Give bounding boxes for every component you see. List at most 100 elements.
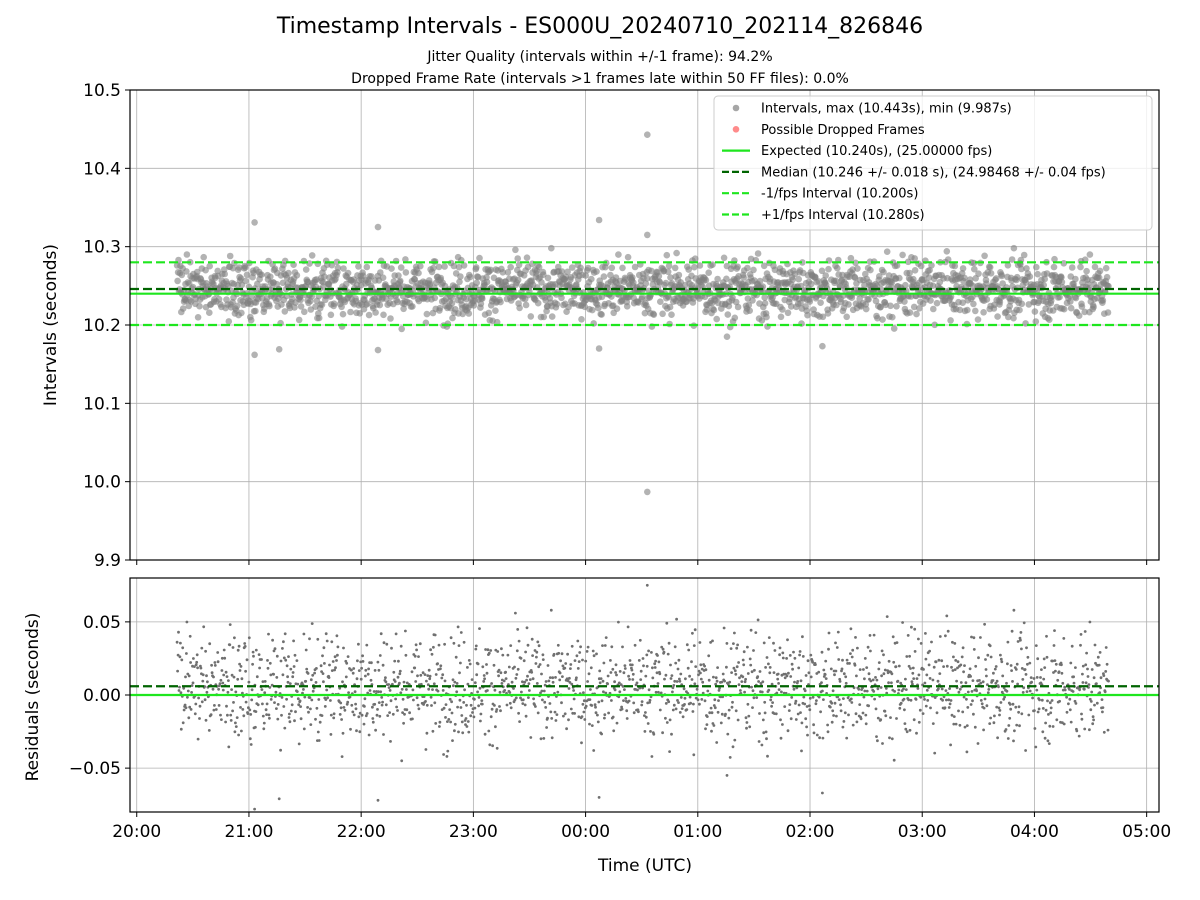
residual-point [941, 698, 944, 702]
residual-point [466, 666, 469, 669]
interval-point [944, 256, 952, 263]
residual-point [738, 676, 741, 680]
residual-point [497, 674, 500, 678]
interval-point [548, 244, 555, 252]
residual-point [515, 673, 519, 676]
residual-point [569, 663, 573, 666]
residual-point [299, 705, 302, 708]
residual-point [187, 716, 191, 720]
residual-point [970, 635, 973, 639]
residual-point [597, 796, 601, 799]
residual-point [871, 678, 875, 682]
residual-point [478, 627, 481, 630]
interval-point [593, 268, 600, 275]
residual-point [845, 736, 849, 740]
residual-point [475, 673, 479, 677]
interval-point [377, 269, 384, 276]
residual-point [594, 705, 597, 709]
residual-point [268, 716, 271, 720]
residual-point [529, 736, 533, 739]
interval-point [887, 302, 894, 310]
interval-point [1005, 313, 1012, 321]
residual-point [448, 708, 452, 711]
residual-point [236, 648, 240, 652]
interval-point [862, 305, 870, 313]
legend-label: Median (10.246 +/- 0.018 s), (24.98468 +… [761, 165, 1106, 180]
residual-point [907, 664, 911, 668]
residual-point [958, 723, 962, 727]
interval-point [479, 295, 486, 302]
residual-point [734, 672, 738, 676]
interval-point [644, 131, 651, 138]
residual-point [779, 718, 782, 722]
residual-point [777, 688, 781, 691]
residual-point [951, 669, 955, 672]
residual-point [248, 708, 252, 712]
residual-point [869, 679, 873, 683]
residual-point [998, 709, 1002, 712]
residual-point [599, 677, 603, 680]
residual-point [551, 680, 555, 684]
residual-point [645, 653, 649, 657]
interval-point [819, 313, 827, 321]
residual-point [770, 704, 773, 708]
residual-point [213, 664, 217, 667]
residual-point [836, 630, 840, 634]
residual-point [1089, 700, 1093, 703]
residual-point [573, 659, 577, 662]
residual-point [261, 702, 264, 706]
interval-point [959, 299, 966, 307]
residual-point [655, 671, 659, 675]
residual-point [959, 681, 963, 684]
residual-point [328, 663, 331, 667]
residual-point [1057, 670, 1061, 674]
residual-point [322, 680, 325, 684]
residual-point [748, 657, 752, 661]
residual-point [398, 672, 402, 676]
residual-point [368, 689, 372, 692]
residual-point [319, 664, 323, 668]
interval-point [642, 280, 650, 287]
legend-label: +1/fps Interval (10.280s) [761, 208, 925, 223]
residual-point [861, 711, 865, 715]
interval-point [436, 304, 444, 312]
residual-point [838, 680, 842, 683]
residual-point [290, 703, 294, 707]
interval-point [450, 262, 458, 270]
residual-point [802, 695, 806, 699]
interval-point [402, 256, 409, 263]
residual-point [282, 656, 286, 660]
residual-point [377, 701, 381, 704]
residual-point [377, 668, 381, 672]
residual-point [737, 683, 741, 687]
interval-point [983, 296, 991, 303]
residual-point [286, 680, 290, 684]
residual-point [480, 699, 484, 702]
chart-title: Timestamp Intervals - ES000U_20240710_20… [276, 14, 924, 39]
residual-point [971, 699, 974, 703]
residual-point [863, 689, 867, 693]
residual-point [1011, 702, 1015, 706]
residual-point [579, 645, 582, 649]
residual-point [874, 707, 878, 711]
residual-point [897, 664, 901, 668]
residual-point [962, 670, 965, 674]
residual-point [799, 711, 802, 714]
residual-point [243, 645, 247, 648]
residual-point [483, 677, 486, 681]
residual-point [974, 664, 978, 668]
residual-point [262, 721, 266, 725]
residual-point [209, 713, 213, 717]
residual-point [658, 708, 662, 712]
residual-point [260, 688, 264, 691]
residual-point [310, 622, 314, 625]
residual-point [222, 673, 226, 677]
residual-point [226, 690, 230, 694]
residual-point [465, 703, 468, 707]
residual-point [352, 713, 356, 717]
residual-point [369, 678, 373, 682]
residual-point [293, 719, 296, 723]
residual-point [783, 676, 787, 680]
interval-point [397, 277, 404, 285]
residual-point [1102, 730, 1106, 734]
